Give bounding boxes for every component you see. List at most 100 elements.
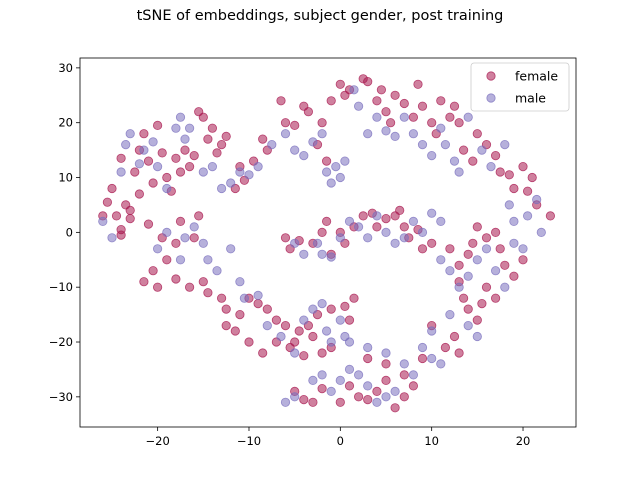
point-female-148 [495,244,505,254]
point-female-116 [258,348,268,358]
point-male-81 [344,216,355,226]
point-male-125 [381,348,391,358]
point-female-128 [372,222,382,232]
point-male-22 [280,129,291,139]
point-female-126 [358,211,368,221]
point-male-113 [308,375,318,385]
point-male-92 [299,249,309,259]
point-male-74 [335,315,345,325]
point-male-56 [162,227,172,237]
point-male-14 [198,167,208,177]
point-female-12 [143,156,154,166]
point-male-57 [175,255,186,265]
point-male-121 [381,392,391,402]
point-male-68 [276,331,286,342]
point-female-175 [363,353,373,364]
y-tick-label-2: −10 [49,280,73,294]
point-male-29 [331,162,341,172]
legend-marker-female [486,71,496,81]
point-female-103 [294,326,304,336]
point-male-8 [153,162,163,172]
point-male-43 [440,140,450,150]
point-male-27 [321,167,332,177]
point-female-140 [280,233,291,243]
x-tick-label-1: −10 [237,434,261,448]
y-tick-label-5: 20 [58,116,73,130]
point-male-94 [436,255,446,265]
point-female-118 [230,326,240,336]
point-male-108 [436,359,446,369]
point-male-82 [353,222,364,232]
point-female-132 [399,222,409,232]
point-female-101 [280,320,291,331]
point-male-45 [454,167,464,177]
point-male-2 [116,167,126,177]
point-male-50 [504,200,514,210]
point-female-77 [545,211,556,221]
point-female-64 [454,118,464,128]
point-male-26 [317,129,327,139]
point-male-21 [267,140,277,150]
point-female-167 [335,397,345,407]
point-female-55 [399,98,409,109]
point-female-92 [198,277,208,287]
x-tick-label-4: 20 [516,434,531,448]
point-female-1 [102,197,113,207]
point-male-95 [445,266,455,276]
point-female-143 [463,249,473,259]
point-male-106 [472,331,482,342]
point-female-58 [417,101,428,111]
point-male-1 [107,233,117,243]
point-male-16 [217,183,227,194]
point-female-52 [381,107,391,117]
chart-title: tSNE of embeddings, subject gender, post… [136,8,504,24]
point-male-122 [390,386,400,396]
legend-marker-male [486,93,496,103]
point-male-32 [349,85,359,95]
point-female-173 [390,403,400,413]
point-female-108 [349,293,359,303]
point-male-112 [290,392,300,402]
point-male-36 [381,126,391,136]
point-male-55 [153,244,163,254]
point-female-42 [317,118,327,128]
point-male-3 [121,140,131,150]
point-female-99 [262,304,272,314]
point-female-160 [454,348,464,358]
point-male-100 [500,282,510,292]
point-male-37 [390,131,400,141]
point-male-15 [207,162,217,172]
point-female-15 [157,148,167,158]
point-male-20 [253,162,263,172]
point-male-62 [212,266,222,276]
point-male-124 [408,370,418,380]
point-female-26 [207,123,217,133]
point-female-89 [153,282,163,292]
point-male-30 [335,172,345,183]
point-male-89 [417,227,428,237]
point-female-145 [472,222,482,232]
point-female-85 [194,211,204,221]
point-female-111 [317,348,327,358]
point-female-43 [321,156,332,166]
point-female-70 [495,167,505,177]
point-male-59 [189,222,199,232]
point-male-118 [353,370,364,380]
axes-frame [79,57,577,428]
point-female-154 [463,304,473,314]
point-female-4 [116,153,126,163]
point-female-49 [363,77,373,87]
point-male-123 [399,359,409,369]
point-male-46 [463,112,473,122]
point-female-8 [130,167,140,177]
points-layer [98,74,556,413]
point-female-45 [335,79,345,89]
ticks-layer: −20 −10 0 10 20 −30 −20 −10 0 10 20 30 [49,61,531,448]
point-female-142 [454,260,464,270]
point-female-120 [317,227,327,237]
point-female-53 [385,118,396,128]
point-female-84 [189,233,199,243]
point-male-18 [235,167,245,177]
point-male-66 [253,290,263,300]
